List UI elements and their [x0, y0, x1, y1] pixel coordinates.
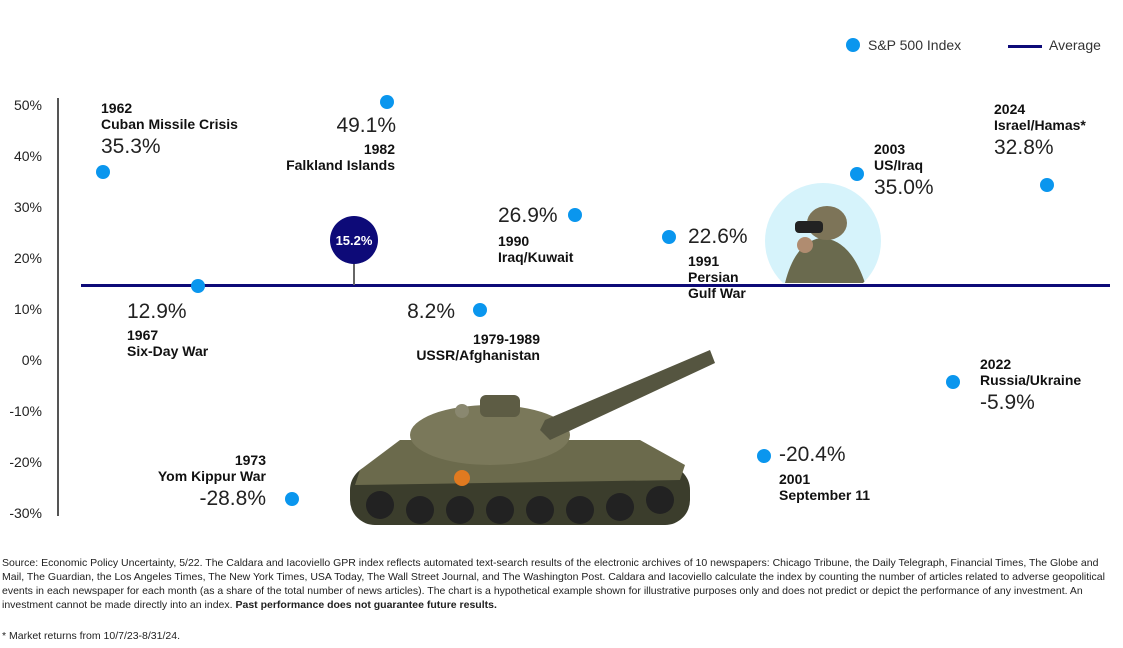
average-marker-stem — [353, 260, 355, 285]
value-1979-1989: 8.2% — [407, 300, 455, 323]
data-point-1967 — [191, 279, 205, 294]
average-value-badge: 15.2% — [330, 216, 378, 264]
y-tick-label: 40% — [13, 148, 42, 164]
value-2003: 35.0% — [874, 176, 934, 199]
data-point-1962 — [96, 164, 110, 179]
label-1967: 1967 Six-Day War — [127, 327, 209, 359]
value-1982: 49.1% — [336, 114, 396, 137]
label-1990: 1990 Iraq/Kuwait — [498, 233, 574, 265]
label-1962: 1962 Cuban Missile Crisis — [101, 100, 238, 132]
y-axis — [57, 98, 59, 516]
value-1990: 26.9% — [498, 204, 558, 227]
legend-line-icon — [1008, 45, 1042, 48]
source-note: Source: Economic Policy Uncertainty, 5/2… — [2, 557, 1105, 611]
value-2001: -20.4% — [779, 443, 846, 466]
y-tick-label: 0% — [21, 352, 42, 368]
label-2003: 2003 US/Iraq — [874, 141, 924, 173]
label-1973: 1973 Yom Kippur War — [157, 452, 266, 484]
legend-sp500: S&P 500 Index — [846, 37, 961, 53]
tank-image — [350, 350, 715, 525]
label-2024: 2024 Israel/Hamas* — [994, 101, 1086, 133]
soldier-image — [765, 183, 881, 283]
data-point-1973 — [285, 491, 299, 506]
y-tick-label: 20% — [13, 250, 42, 266]
value-1962: 35.3% — [101, 135, 161, 158]
label-1982: 1982 Falkland Islands — [286, 141, 395, 173]
y-tick-label: -30% — [9, 505, 42, 521]
y-tick-label: 50% — [13, 97, 42, 113]
data-point-2003 — [850, 166, 864, 181]
data-point-2024 — [1040, 177, 1054, 192]
y-tick-label: 10% — [13, 301, 42, 317]
market-returns-note: * Market returns from 10/7/23-8/31/24. — [2, 630, 181, 642]
y-tick-label: 30% — [13, 199, 42, 215]
value-1973: -28.8% — [199, 487, 266, 510]
data-point-1979-1989 — [473, 303, 487, 318]
value-2022: -5.9% — [980, 391, 1035, 414]
y-tick-label: -10% — [9, 403, 42, 419]
value-1991: 22.6% — [688, 225, 748, 248]
legend-average: Average — [1008, 37, 1101, 53]
data-point-2022 — [946, 375, 960, 390]
legend-dot-icon — [846, 38, 860, 52]
label-1979-1989: 1979-1989 USSR/Afghanistan — [416, 331, 540, 363]
data-point-2001 — [757, 449, 771, 464]
value-2024: 32.8% — [994, 136, 1054, 159]
data-point-1991 — [662, 229, 676, 244]
data-point-1990 — [568, 207, 582, 222]
value-1967: 12.9% — [127, 300, 187, 323]
label-1991: 1991 Persian Gulf War — [688, 253, 746, 301]
label-2001: 2001 September 11 — [779, 471, 871, 503]
average-line — [81, 284, 1110, 287]
data-point-1982 — [380, 94, 394, 109]
y-tick-label: -20% — [9, 454, 42, 470]
label-2022: 2022 Russia/Ukraine — [980, 356, 1082, 388]
